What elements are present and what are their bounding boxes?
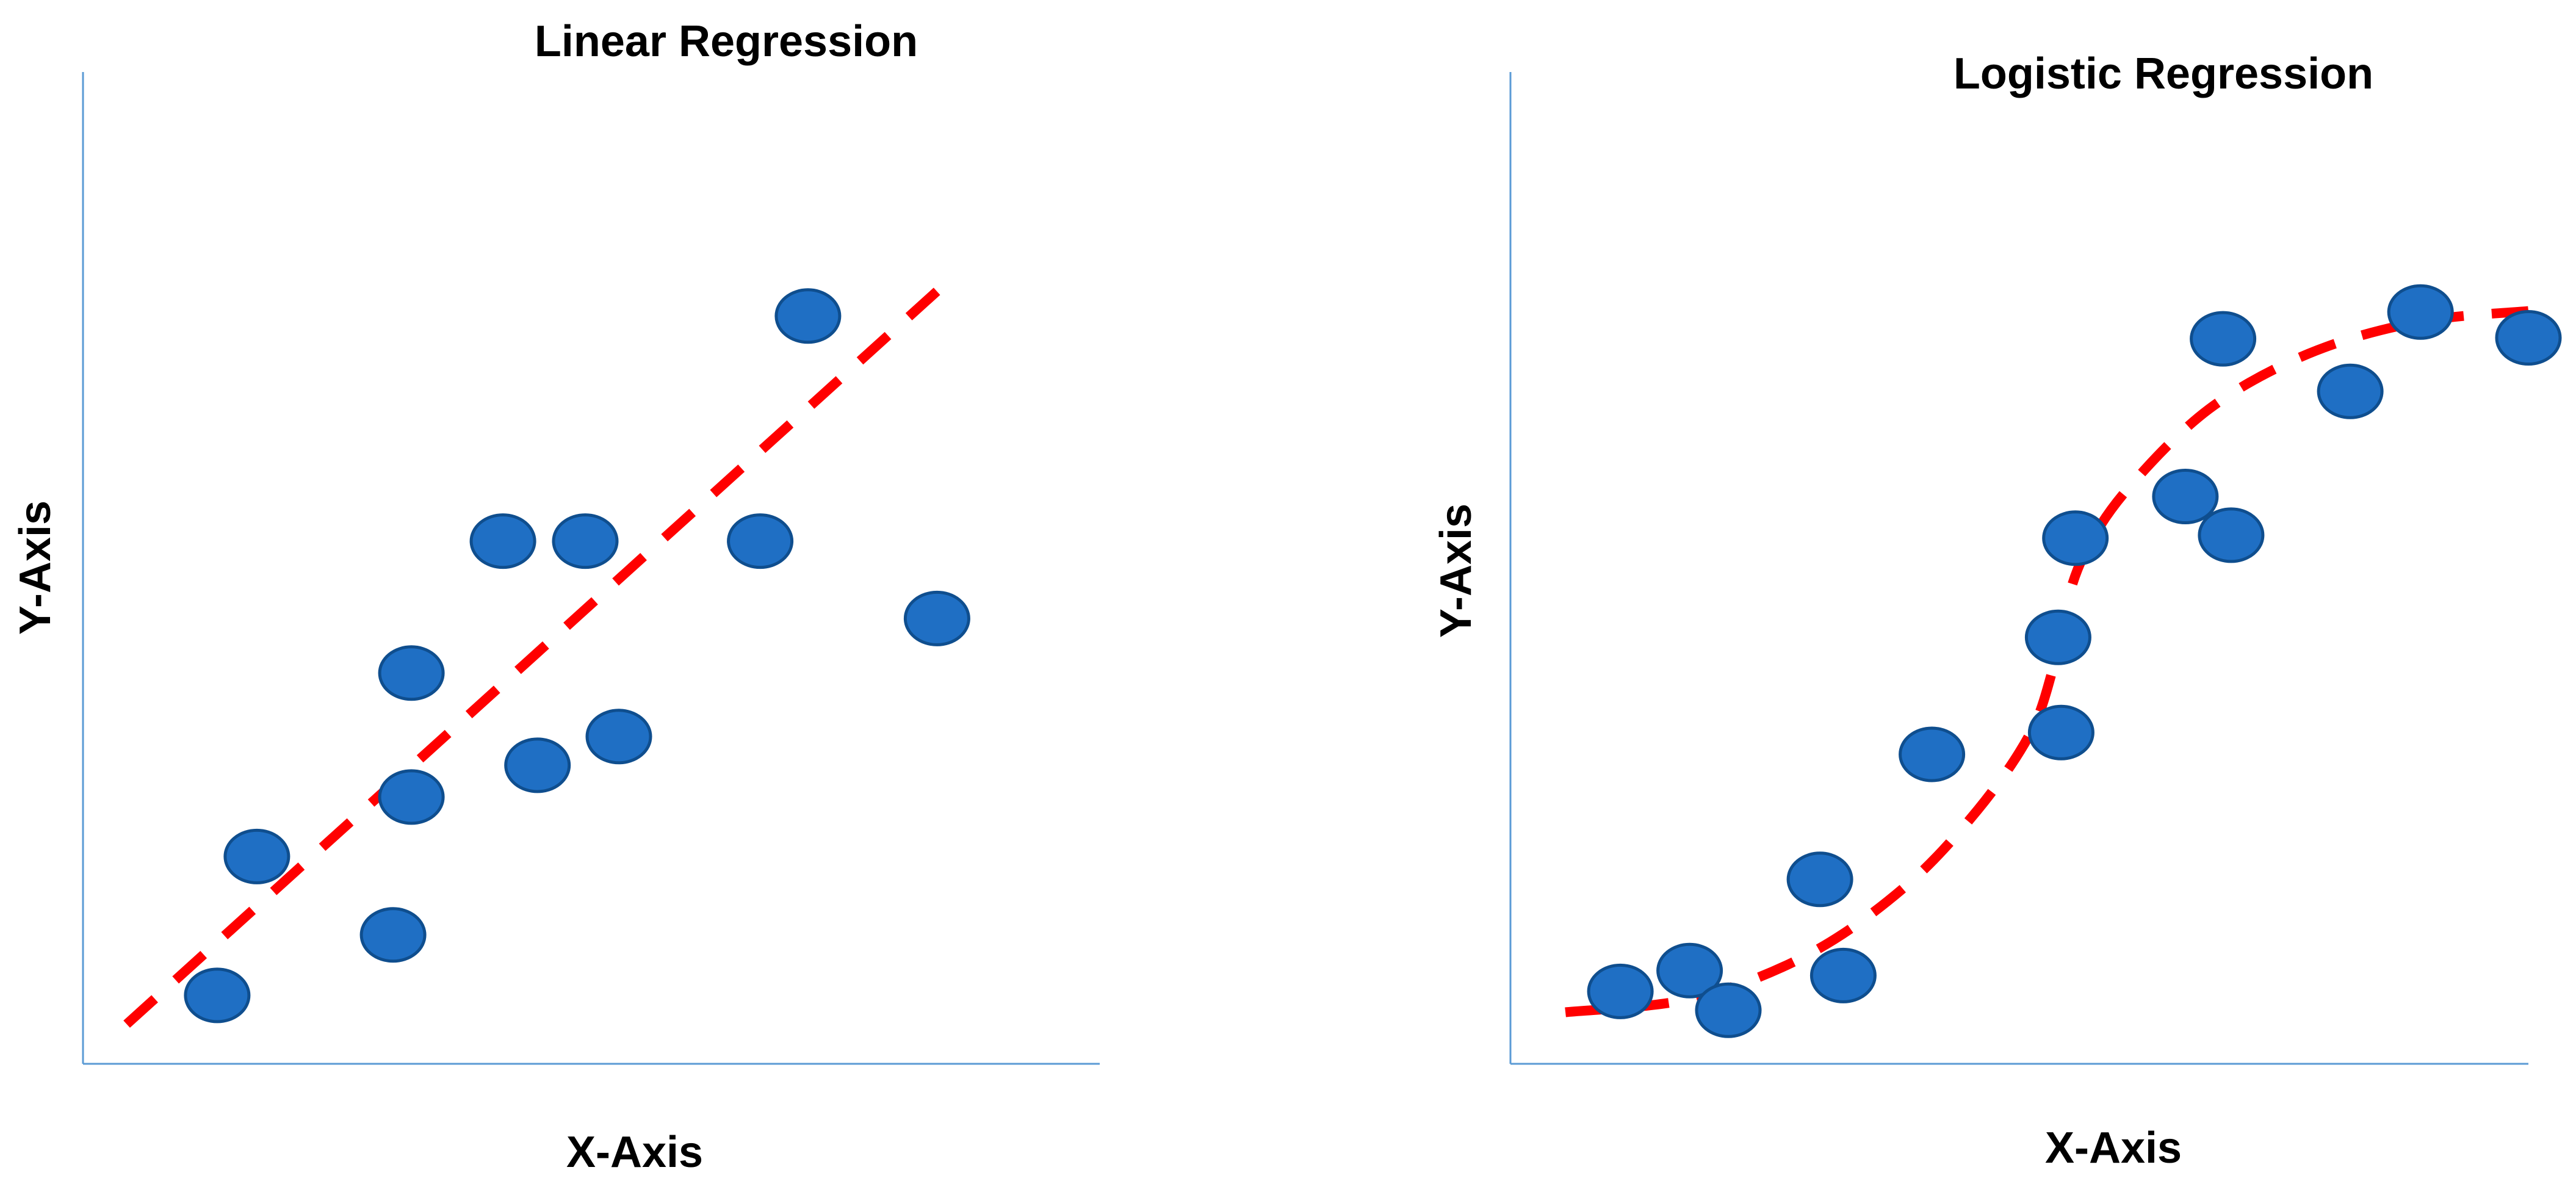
data-point [378,769,445,825]
data-point [1587,963,1654,1019]
data-point [1809,947,1877,1003]
chart-title: Logistic Regression [1954,49,2373,98]
linear-regression-chart: Linear Regression X-Axis Y-Axis [11,17,1100,1177]
data-points [1587,284,2562,1038]
chart-title: Linear Regression [535,17,918,66]
data-point [378,645,445,701]
data-point [774,288,842,344]
data-point [2152,469,2219,524]
data-points [184,288,970,1024]
data-point [1899,726,1966,782]
data-point [2042,510,2109,566]
data-point [2198,507,2265,563]
data-point [1656,942,1723,999]
regression-line [123,287,940,1028]
data-point [469,513,536,569]
data-point [359,907,427,963]
data-point [2317,363,2384,419]
data-point [2024,609,2091,665]
data-point [2387,284,2454,340]
logistic-regression-chart: Logistic Regression X-Axis Y-Axis [1432,49,2562,1172]
data-point [727,513,794,569]
data-point [552,513,619,569]
data-point [585,709,652,765]
data-point [2495,310,2562,366]
y-axis-label: Y-Axis [1432,504,1481,638]
data-point [1786,851,1853,908]
data-point [2190,311,2257,367]
data-point [903,590,970,646]
data-point [184,967,251,1024]
data-point [1695,982,1762,1038]
sigmoid-curve [1565,306,2529,1017]
y-axis-label: Y-Axis [11,500,60,635]
data-point [504,737,571,793]
data-point [223,828,290,884]
x-axis-label: X-Axis [2045,1124,2182,1172]
data-point [2027,704,2094,760]
x-axis-label: X-Axis [566,1128,703,1177]
